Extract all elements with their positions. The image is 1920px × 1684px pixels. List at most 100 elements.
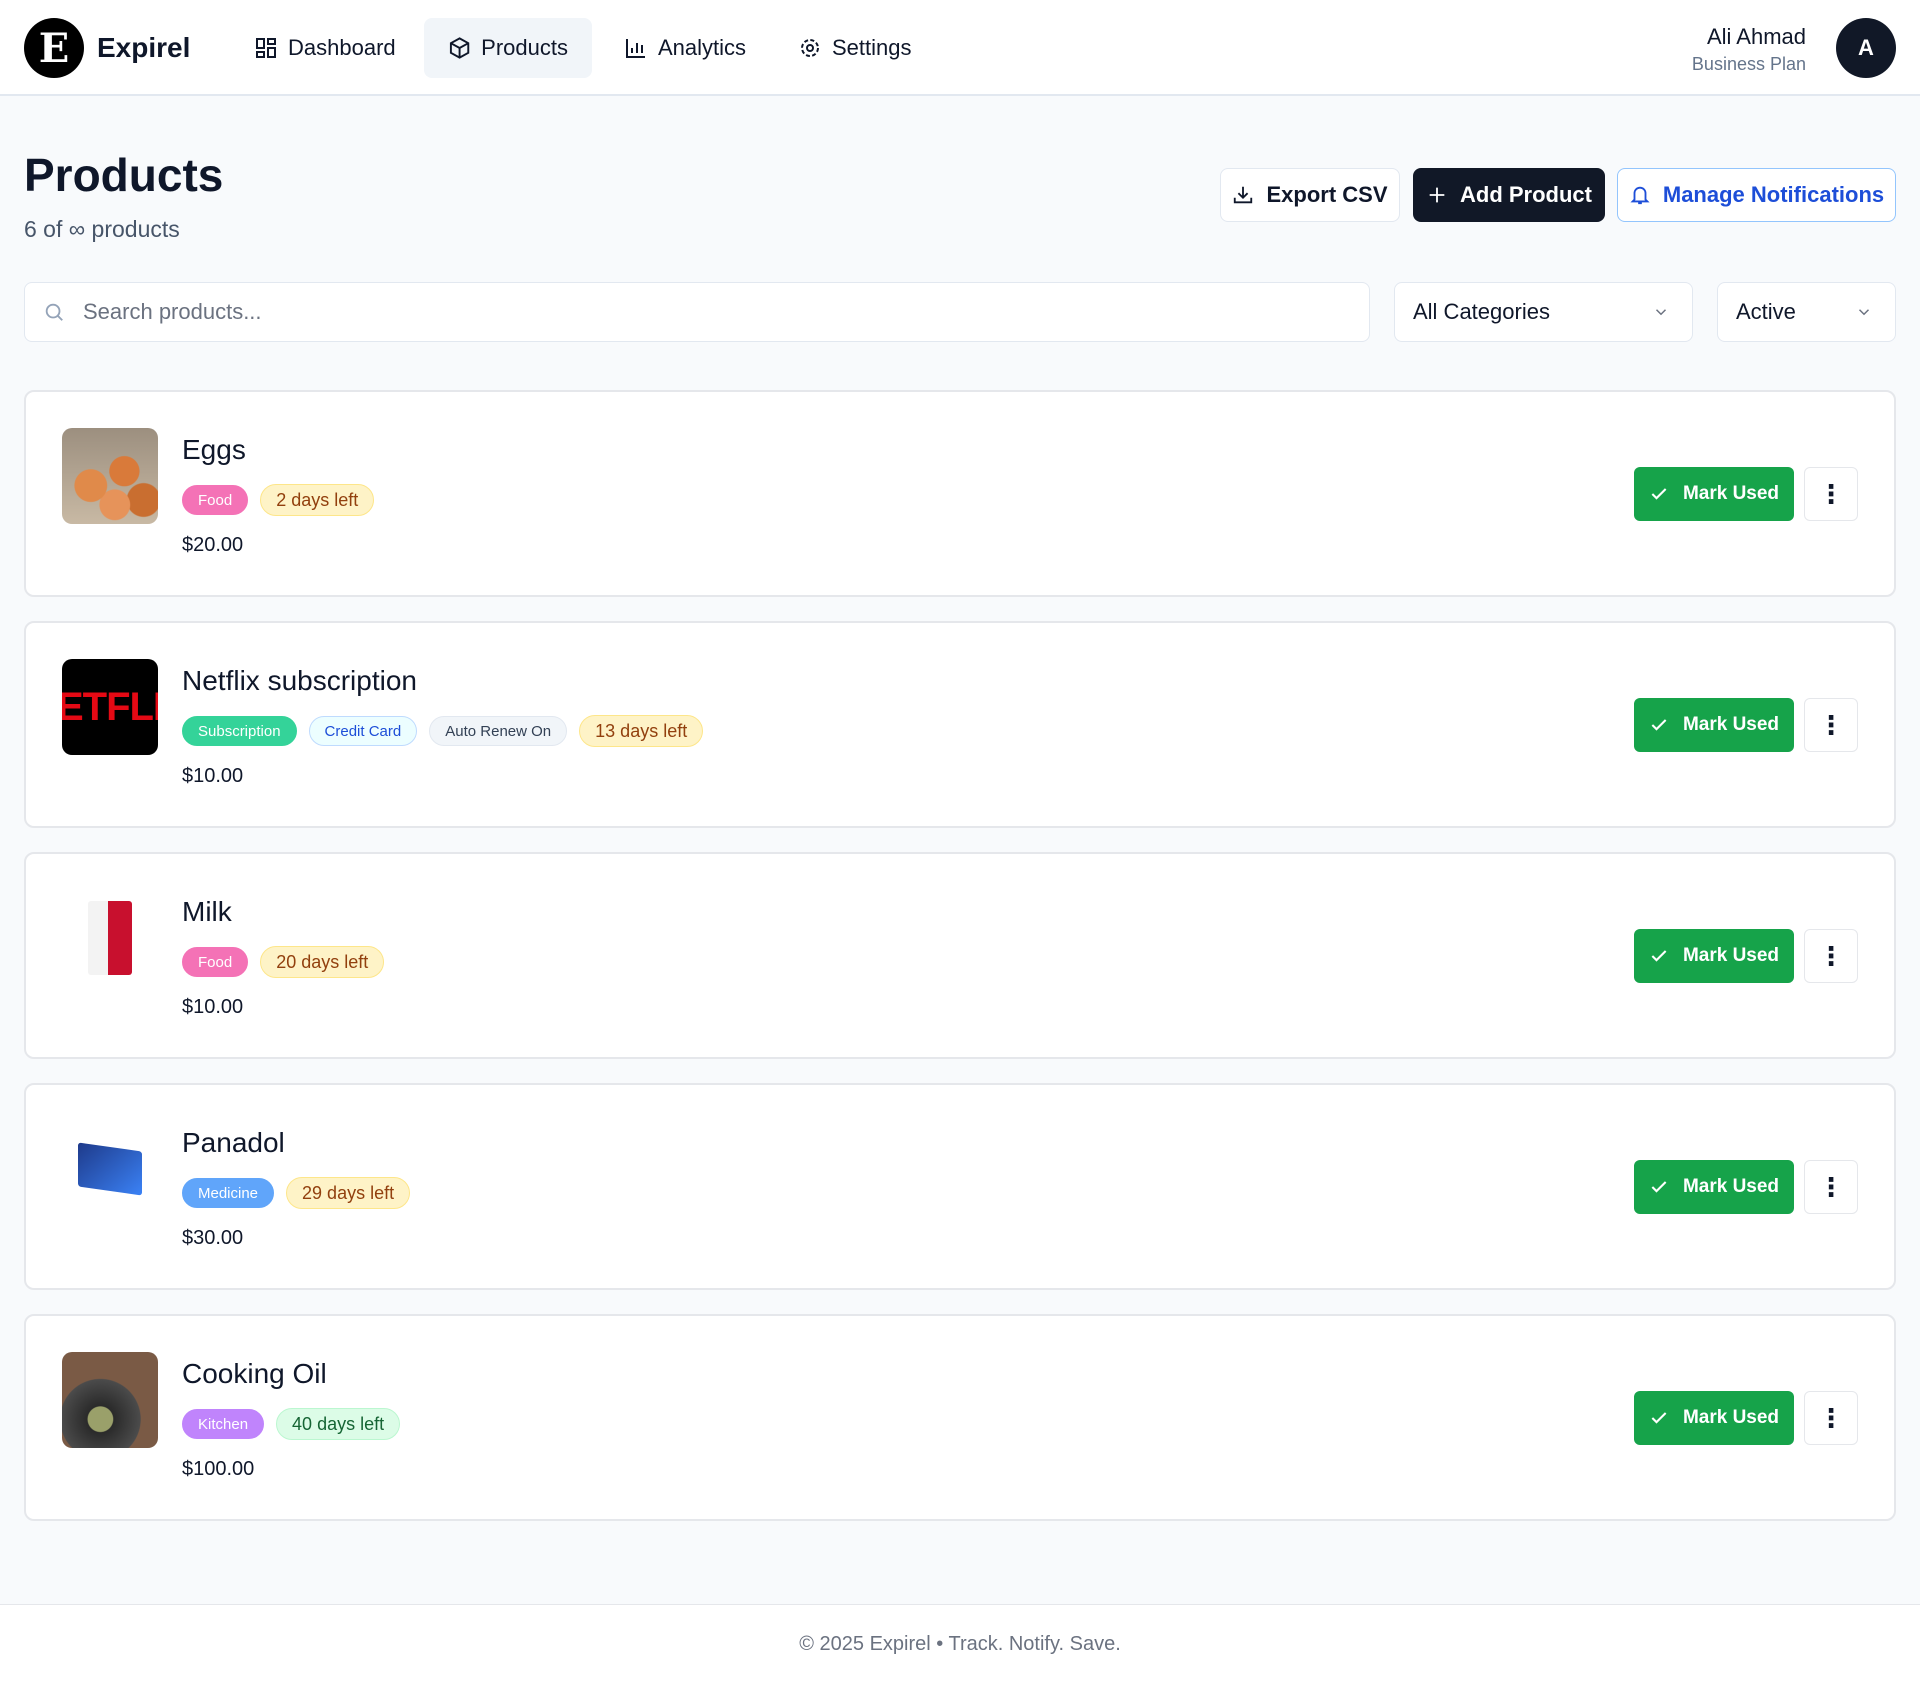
category-select[interactable]: All Categories [1394,282,1693,342]
nav-analytics[interactable]: Analytics [600,18,770,78]
export-label: Export CSV [1266,182,1388,207]
bar-chart-icon [626,39,645,58]
gear-icon [801,39,819,57]
more-options-button[interactable]: ⋮ [1804,698,1858,752]
product-price: $20.00 [182,534,244,556]
status-value: Active [1736,299,1796,324]
more-options-button[interactable]: ⋮ [1804,929,1858,983]
mark-used-label: Mark Used [1682,714,1780,735]
nav-label: Analytics [658,35,747,60]
check-icon [1651,488,1667,500]
days-left-badge: 29 days left [286,1177,411,1209]
more-options-button[interactable]: ⋮ [1804,1160,1858,1214]
tag-badge: Credit Card [308,716,418,746]
user-name: Ali Ahmad [1706,24,1806,49]
product-card: Cooking Oil Kitchen 40 days left $100.00 … [24,1314,1896,1521]
page-title: Products [24,149,224,201]
days-left-badge: 40 days left [276,1408,401,1440]
nav-settings[interactable]: Settings [774,18,936,78]
tag-badge: Medicine [182,1178,275,1208]
badge-row: Kitchen 40 days left [182,1408,401,1440]
product-card: Eggs Food 2 days left $20.00 Mark Used ⋮ [24,390,1896,597]
search-box[interactable] [24,282,1370,342]
mark-used-label: Mark Used [1682,1407,1780,1428]
more-vertical-icon: ⋮ [1818,1402,1844,1433]
product-image [62,890,158,986]
product-name[interactable]: Eggs [182,434,246,465]
more-options-button[interactable]: ⋮ [1804,467,1858,521]
user-plan: Business Plan [1691,54,1806,74]
mark-used-button[interactable]: Mark Used [1634,1391,1794,1445]
product-count: 6 of ∞ products [24,216,180,242]
tag-badge: Kitchen [182,1409,265,1439]
check-icon [1651,950,1667,962]
nav-label: Dashboard [288,35,396,60]
check-icon [1651,719,1667,731]
more-vertical-icon: ⋮ [1818,1171,1844,1202]
product-image [62,1352,158,1448]
add-label: Add Product [1460,182,1592,207]
days-left-badge: 13 days left [579,715,704,747]
category-value: All Categories [1413,299,1550,324]
badge-row: Food 20 days left [182,946,385,978]
dashboard-icon [256,38,276,58]
tag-badge: Auto Renew On [429,716,568,746]
product-price: $10.00 [182,765,244,787]
status-select[interactable]: Active [1717,282,1896,342]
brand-name[interactable]: Expirel [97,32,191,63]
footer-text: © 2025 Expirel • Track. Notify. Save. [799,1633,1121,1655]
product-image: ETFLI [62,659,158,755]
add-product-button[interactable]: Add Product [1413,168,1605,222]
days-left-badge: 2 days left [260,484,375,516]
box-icon [449,37,470,59]
check-icon [1651,1412,1667,1424]
more-options-button[interactable]: ⋮ [1804,1391,1858,1445]
tag-badge: Subscription [182,716,297,746]
product-name[interactable]: Panadol [182,1127,285,1158]
logo-icon[interactable]: E [24,18,84,78]
mark-used-button[interactable]: Mark Used [1634,1160,1794,1214]
mark-used-button[interactable]: Mark Used [1634,929,1794,983]
product-card: Milk Food 20 days left $10.00 Mark Used ⋮ [24,852,1896,1059]
mark-used-button[interactable]: Mark Used [1634,467,1794,521]
tag-badge: Food [182,485,249,515]
plus-icon [1429,187,1445,203]
more-vertical-icon: ⋮ [1818,940,1844,971]
check-icon [1651,1181,1667,1193]
footer: © 2025 Expirel • Track. Notify. Save. [0,1604,1920,1684]
user-info[interactable]: Ali Ahmad Business Plan [1692,24,1806,75]
product-name[interactable]: Milk [182,896,232,927]
download-icon [1234,186,1253,204]
badge-row: Subscription Credit Card Auto Renew On 13 d… [182,715,704,747]
bell-icon [1630,186,1650,205]
product-card: ETFLI Netflix subscription Subscription C… [24,621,1896,828]
manage-notifications-button[interactable]: Manage Notifications [1617,168,1896,222]
badge-row: Food 2 days left [182,484,375,516]
mark-used-button[interactable]: Mark Used [1634,698,1794,752]
nav-label: Settings [832,35,912,60]
nav-label: Products [481,35,568,60]
top-navbar: E Expirel Dashboard Products Analytics S… [0,0,1920,96]
export-csv-button[interactable]: Export CSV [1220,168,1400,222]
nav-dashboard[interactable]: Dashboard [230,18,420,78]
notifications-label: Manage Notifications [1662,182,1885,207]
chevron-down-icon [1858,309,1870,316]
badge-row: Medicine 29 days left [182,1177,411,1209]
product-card: Panadol Medicine 29 days left $30.00 Mark… [24,1083,1896,1290]
more-vertical-icon: ⋮ [1818,478,1844,509]
mark-used-label: Mark Used [1682,483,1780,504]
chevron-down-icon [1655,309,1667,316]
product-name[interactable]: Cooking Oil [182,1358,327,1389]
product-image [62,1121,158,1217]
product-price: $10.00 [182,996,244,1018]
search-icon [45,303,63,321]
product-name[interactable]: Netflix subscription [182,665,417,696]
mark-used-label: Mark Used [1682,945,1780,966]
search-input[interactable] [83,299,1283,325]
days-left-badge: 20 days left [260,946,385,978]
product-price: $100.00 [182,1458,255,1480]
more-vertical-icon: ⋮ [1818,709,1844,740]
product-price: $30.00 [182,1227,244,1249]
avatar[interactable]: A [1836,18,1896,78]
nav-products[interactable]: Products [424,18,592,78]
